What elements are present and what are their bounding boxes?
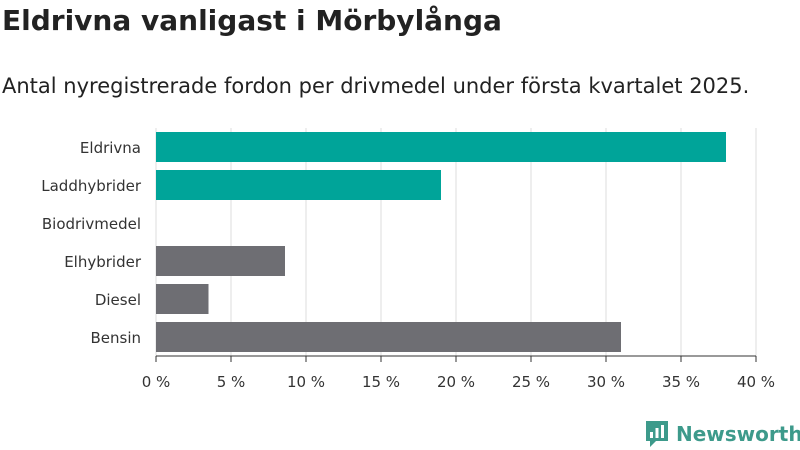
category-label: Laddhybrider xyxy=(41,177,142,195)
bar xyxy=(156,132,726,162)
newsworthy-logo: Newsworthy xyxy=(644,419,800,449)
newsworthy-logo-icon xyxy=(646,421,668,447)
x-tick-label: 25 % xyxy=(512,373,550,391)
x-tick-label: 15 % xyxy=(362,373,400,391)
bar xyxy=(156,322,621,352)
newsworthy-logo-text: Newsworthy xyxy=(676,422,800,446)
x-tick-label: 5 % xyxy=(217,373,246,391)
bar xyxy=(156,246,285,276)
category-label: Biodrivmedel xyxy=(42,215,141,233)
category-label: Diesel xyxy=(95,291,141,309)
chart-subtitle: Antal nyregistrerade fordon per drivmede… xyxy=(2,74,750,98)
chart-title: Eldrivna vanligast i Mörbylånga xyxy=(2,4,502,37)
x-tick-label: 0 % xyxy=(142,373,171,391)
bar xyxy=(156,170,441,200)
x-tick-label: 10 % xyxy=(287,373,325,391)
category-label: Elhybrider xyxy=(64,253,142,271)
x-tick-label: 30 % xyxy=(587,373,625,391)
bar xyxy=(156,284,209,314)
category-label: Eldrivna xyxy=(80,139,141,157)
x-tick-label: 20 % xyxy=(437,373,475,391)
x-tick-label: 35 % xyxy=(662,373,700,391)
x-tick-label: 40 % xyxy=(737,373,775,391)
category-label: Bensin xyxy=(90,329,141,347)
